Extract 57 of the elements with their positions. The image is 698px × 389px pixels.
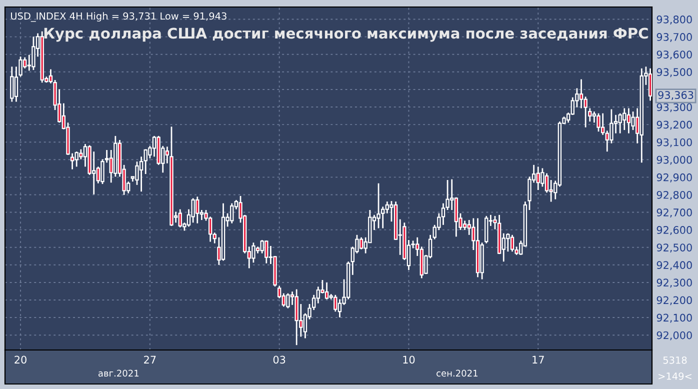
candlestick xyxy=(579,78,584,109)
candlestick xyxy=(139,156,144,192)
candlestick xyxy=(260,239,264,254)
candlestick xyxy=(10,66,14,102)
candlestick xyxy=(631,110,635,131)
y-tick-label: 93,000 xyxy=(656,156,692,165)
candlestick xyxy=(294,288,298,346)
y-tick-label: 92,700 xyxy=(656,208,692,218)
candlestick xyxy=(79,148,83,160)
candlestick xyxy=(376,182,380,229)
text: USD_INDEX 4H High = 93,731 Low = 91,943 xyxy=(11,12,226,22)
x-tick-label: 03 xyxy=(273,356,286,364)
candlestick xyxy=(32,36,36,71)
candlestick xyxy=(441,202,446,226)
x-tick-label: 20 xyxy=(14,356,26,364)
candlestick xyxy=(385,200,390,214)
y-tick-label: 92,800 xyxy=(656,190,692,200)
candlestick xyxy=(493,215,497,230)
y-tick-label: 92,600 xyxy=(656,226,692,235)
candlestick xyxy=(626,108,631,134)
candlestick xyxy=(454,196,458,238)
candlestick xyxy=(484,215,488,244)
candlestick xyxy=(208,216,212,242)
x-tick-label: 10 xyxy=(403,356,415,364)
y-tick-label: 92,900 xyxy=(656,173,692,182)
y-tick-label: 93,500 xyxy=(656,68,692,78)
candlestick xyxy=(544,172,549,194)
text: 93,363 xyxy=(658,91,694,100)
text: 5318 xyxy=(663,356,687,364)
text: Курс доллара США достиг месячного максимума после заседания ФРС xyxy=(44,28,648,42)
candlestick xyxy=(600,112,605,136)
candlestick xyxy=(648,68,652,102)
y-tick-label: 93,700 xyxy=(656,33,692,42)
candlestick xyxy=(338,298,342,318)
y-tick-label: 93,600 xyxy=(656,50,692,60)
y-tick-label: 92,200 xyxy=(656,296,692,306)
text: >149< xyxy=(658,372,692,380)
candlestick xyxy=(286,292,290,309)
x-tick-label: 17 xyxy=(532,356,544,364)
candlestick xyxy=(191,198,195,224)
text: сен.2021 xyxy=(436,370,478,377)
x-tick-label: 27 xyxy=(144,356,156,364)
y-tick-label: 92,100 xyxy=(656,314,692,323)
y-tick-label: 92,400 xyxy=(656,261,692,270)
y-tick-label: 93,800 xyxy=(656,16,692,24)
candlestick xyxy=(510,234,514,252)
candlestick xyxy=(324,282,329,300)
candlestick xyxy=(359,236,364,250)
candlestick xyxy=(462,220,467,231)
text: авг.2021 xyxy=(98,370,139,377)
y-tick-label: 93,300 xyxy=(656,103,692,112)
y-tick-label: 92,000 xyxy=(656,331,692,340)
y-tick-label: 92,500 xyxy=(656,244,692,253)
y-tick-label: 93,100 xyxy=(656,138,692,148)
y-tick-label: 92,300 xyxy=(656,278,692,288)
y-tick-label: 93,200 xyxy=(656,120,692,130)
candlestick xyxy=(596,112,600,132)
